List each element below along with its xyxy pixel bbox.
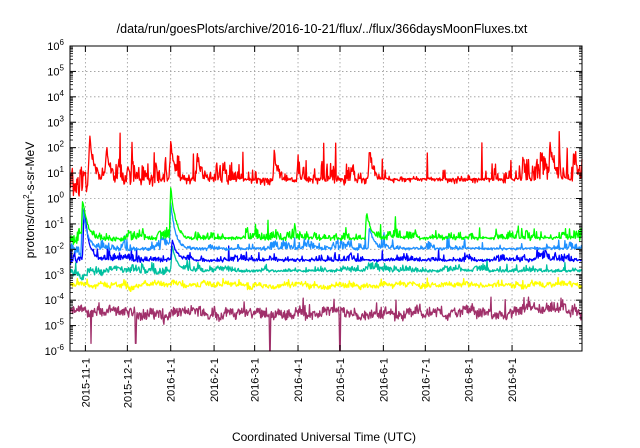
y-tick-exponent: 5 bbox=[60, 63, 65, 72]
y-tick-label: 10-4 bbox=[45, 292, 65, 307]
y-tick-exponent: -1 bbox=[57, 216, 65, 225]
y-tick-exponent: 2 bbox=[60, 140, 65, 149]
x-tick-label: 2016-4-1 bbox=[293, 358, 305, 402]
x-tick-label: 2015-11-1 bbox=[80, 358, 92, 407]
y-tick-exponent: 4 bbox=[60, 89, 65, 98]
x-tick-label: 2015-12-1 bbox=[122, 358, 134, 408]
y-axis-label-sup: 2 bbox=[22, 194, 31, 199]
y-tick-labels: 10-610-510-410-310-210-11001011021031041… bbox=[45, 38, 65, 358]
y-tick-base: 10 bbox=[45, 219, 57, 231]
y-tick-base: 10 bbox=[47, 66, 59, 78]
x-tick-label: 2016-3-1 bbox=[250, 358, 262, 402]
x-axis-label: Coordinated Universal Time (UTC) bbox=[232, 430, 416, 444]
x-tick-label: 2016-5-1 bbox=[335, 358, 347, 402]
y-tick-label: 10-6 bbox=[45, 343, 65, 358]
y-tick-base: 10 bbox=[47, 92, 59, 104]
y-tick-exponent: 0 bbox=[60, 191, 65, 200]
y-tick-exponent: -4 bbox=[57, 292, 65, 301]
series-line-5 bbox=[69, 276, 583, 292]
y-tick-label: 103 bbox=[47, 114, 64, 129]
y-tick-base: 10 bbox=[47, 41, 59, 53]
y-tick-exponent: 3 bbox=[60, 114, 65, 123]
x-tick-label: 2016-9-1 bbox=[507, 358, 519, 402]
y-tick-exponent: 6 bbox=[60, 38, 65, 47]
y-tick-base: 10 bbox=[47, 143, 59, 155]
x-tick-label: 2016-8-1 bbox=[464, 358, 476, 402]
y-tick-base: 10 bbox=[45, 270, 57, 282]
x-tick-label: 2016-1-1 bbox=[166, 358, 178, 402]
y-tick-label: 101 bbox=[47, 165, 64, 180]
series-line-1 bbox=[69, 187, 583, 245]
y-tick-base: 10 bbox=[45, 346, 57, 358]
y-axis-label-base: protons/cm bbox=[23, 199, 37, 258]
y-tick-label: 105 bbox=[47, 63, 64, 78]
y-tick-base: 10 bbox=[47, 117, 59, 129]
x-tick-labels: 2015-11-1 2015-12-1 2016-1-1 2016-2-1 2016-3… bbox=[80, 358, 519, 408]
series-line-4 bbox=[69, 245, 583, 281]
series-group bbox=[69, 131, 583, 352]
y-tick-label: 106 bbox=[47, 38, 64, 53]
y-tick-base: 10 bbox=[47, 194, 59, 206]
y-tick-exponent: -6 bbox=[57, 343, 65, 352]
y-tick-base: 10 bbox=[45, 321, 57, 333]
y-tick-label: 10-3 bbox=[45, 267, 65, 282]
x-tick-label: 2016-7-1 bbox=[420, 358, 432, 402]
series-line-3 bbox=[69, 207, 583, 265]
y-tick-label: 100 bbox=[47, 191, 64, 206]
series-line-6 bbox=[69, 296, 583, 352]
y-axis-label: protons/cm2-s-sr-MeV bbox=[22, 142, 37, 258]
ticks bbox=[70, 45, 582, 352]
x-tick-label: 2016-2-1 bbox=[209, 358, 221, 402]
chart-title: /data/run/goesPlots/archive/2016-10-21/f… bbox=[117, 22, 528, 36]
x-tick-label: 2016-6-1 bbox=[378, 358, 390, 402]
series-line-0 bbox=[69, 131, 583, 197]
y-tick-label: 10-1 bbox=[45, 216, 65, 231]
y-tick-exponent: -5 bbox=[57, 318, 65, 327]
y-tick-label: 102 bbox=[47, 140, 64, 155]
y-tick-base: 10 bbox=[47, 168, 59, 180]
y-tick-base: 10 bbox=[45, 244, 57, 256]
y-tick-exponent: 1 bbox=[60, 165, 65, 174]
y-tick-exponent: -2 bbox=[57, 241, 65, 250]
y-axis-label-rest: -s-sr-MeV bbox=[23, 142, 37, 195]
y-tick-label: 10-2 bbox=[45, 241, 65, 256]
y-tick-base: 10 bbox=[45, 295, 57, 307]
y-tick-label: 104 bbox=[47, 89, 64, 104]
y-tick-label: 10-5 bbox=[45, 318, 65, 333]
series-line-2 bbox=[69, 202, 583, 257]
y-tick-exponent: -3 bbox=[57, 267, 65, 276]
